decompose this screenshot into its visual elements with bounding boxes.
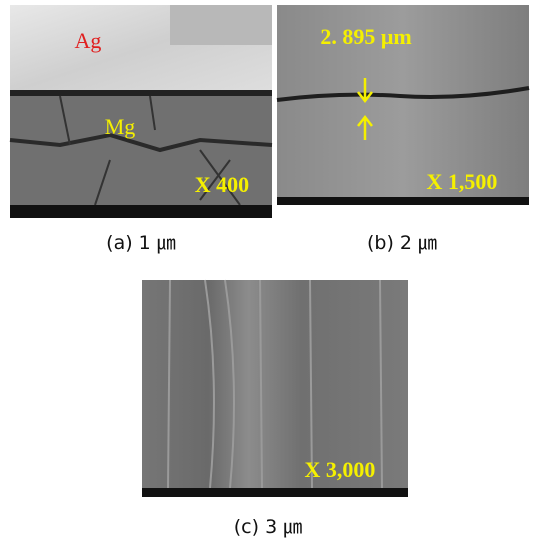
panel-b: 2. 895 μm X 1,500 (b) 2 ㎛ (277, 5, 529, 254)
caption: (c) 3 ㎛ (234, 516, 302, 538)
caption: (b) 2 ㎛ (367, 232, 437, 254)
info-bar (10, 205, 272, 218)
magnification: X 3,000 (305, 457, 376, 482)
magnification: X 400 (195, 172, 249, 197)
panel-a: Ag Mg X 400 (a) 1 ㎛ (10, 5, 272, 254)
caption: (a) 1 ㎛ (106, 232, 176, 254)
label: Mg (105, 114, 136, 139)
figure: Ag Mg X 400 (a) 1 ㎛ 2. 895 μm X 1,500 (b… (0, 0, 534, 539)
label: Ag (75, 28, 102, 53)
interface (10, 90, 272, 96)
magnification: X 1,500 (427, 169, 498, 194)
info-bar (142, 488, 408, 497)
panel-c: X 3,000 (c) 3 ㎛ (142, 280, 408, 538)
measurement: 2. 895 μm (320, 24, 411, 49)
ag-region (170, 5, 272, 45)
info-bar (277, 197, 529, 205)
